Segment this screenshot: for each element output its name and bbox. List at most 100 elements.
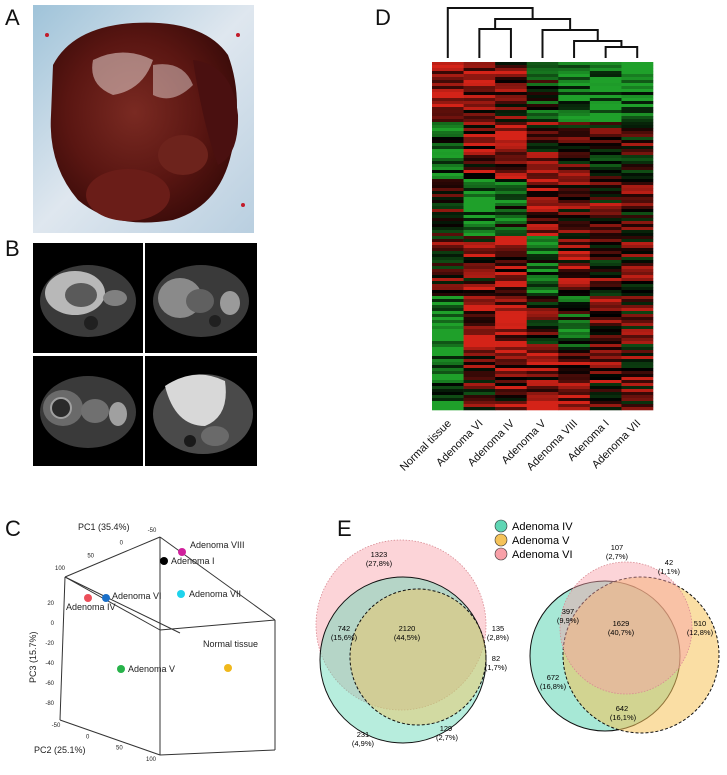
heatmap-cell — [463, 296, 496, 300]
heatmap-cell — [463, 143, 496, 147]
heatmap-cell — [495, 404, 528, 408]
heatmap-cell — [526, 308, 559, 312]
heatmap-cell — [432, 368, 464, 372]
heatmap-cell — [621, 92, 654, 96]
heatmap-cell — [432, 140, 464, 144]
pc2-tick-label: 100 — [146, 757, 157, 763]
heatmap-cell — [432, 149, 464, 153]
heatmap-cell — [495, 323, 528, 327]
heatmap-cell — [495, 365, 528, 369]
heatmap-cell — [589, 272, 622, 276]
heatmap-cell — [621, 65, 654, 69]
heatmap-cell — [432, 296, 464, 300]
heatmap-cell — [463, 299, 496, 303]
heatmap-cell — [621, 341, 654, 345]
heatmap-cell — [432, 242, 464, 246]
heatmap-cell — [526, 146, 559, 150]
heatmap-cell — [495, 332, 528, 336]
heatmap-cell — [589, 296, 622, 300]
heatmap-cell — [526, 191, 559, 195]
heatmap-cell — [558, 338, 591, 342]
heatmap-cell — [495, 206, 528, 210]
heatmap-cell — [495, 326, 528, 330]
heatmap-cell — [463, 257, 496, 261]
heatmap-cell — [495, 167, 528, 171]
heatmap-cell — [495, 194, 528, 198]
heatmap-cell — [621, 248, 654, 252]
heatmap-cell — [463, 104, 496, 108]
heatmap-cell — [621, 266, 654, 270]
heatmap-cell — [621, 284, 654, 288]
heatmap-cell — [589, 320, 622, 324]
heatmap-cell — [432, 146, 464, 150]
heatmap-cell — [495, 317, 528, 321]
heatmap-cell — [463, 242, 496, 246]
heatmap-cell — [621, 167, 654, 171]
heatmap-cell — [589, 371, 622, 375]
heatmap-cell — [621, 116, 654, 120]
heatmap-cell — [495, 407, 528, 411]
heatmap-cell — [495, 185, 528, 189]
heatmap-cell — [463, 287, 496, 291]
heatmap-cell — [621, 137, 654, 141]
heatmap-cell — [558, 71, 591, 75]
heatmap-cell — [621, 263, 654, 267]
heatmap-cell — [432, 128, 464, 132]
heatmap-cell — [558, 86, 591, 90]
heatmap-cell — [526, 194, 559, 198]
heatmap-cell — [463, 80, 496, 84]
heatmap-cell — [463, 101, 496, 105]
heatmap-cell — [432, 185, 464, 189]
heatmap-cell — [621, 77, 654, 81]
heatmap-cell — [432, 389, 464, 393]
mri-slice-2 — [145, 243, 257, 353]
heatmap-cell — [589, 290, 622, 294]
heatmap-cell — [558, 287, 591, 291]
heatmap-cell — [526, 395, 559, 399]
heatmap-cell — [589, 167, 622, 171]
heatmap-cell — [495, 218, 528, 222]
heatmap-cell — [463, 302, 496, 306]
heatmap-cell — [432, 398, 464, 402]
heatmap-cell — [589, 395, 622, 399]
heatmap-cell — [621, 107, 654, 111]
heatmap-cell — [495, 392, 528, 396]
heatmap-cell — [463, 305, 496, 309]
heatmap-cell — [463, 380, 496, 384]
heatmap-cell — [463, 215, 496, 219]
heatmap-cell — [432, 335, 464, 339]
heatmap-cell — [463, 365, 496, 369]
venn-right-n-v-only: 510 — [694, 619, 707, 628]
heatmap-cell — [495, 158, 528, 162]
heatmap-cell — [495, 101, 528, 105]
heatmap-cell — [432, 284, 464, 288]
heatmap-cell — [526, 143, 559, 147]
heatmap-cell — [589, 305, 622, 309]
heatmap-cell — [558, 137, 591, 141]
venn-right-n-iv-vi: 397 — [562, 607, 575, 616]
heatmap-cell — [621, 89, 654, 93]
heatmap-cell — [495, 143, 528, 147]
heatmap-cell — [463, 89, 496, 93]
heatmap-cell — [589, 317, 622, 321]
heatmap-cell — [558, 206, 591, 210]
heatmap-cell — [589, 353, 622, 357]
heatmap-cell — [432, 83, 464, 87]
heatmap-cell — [432, 356, 464, 360]
heatmap-cell — [432, 281, 464, 285]
heatmap-cell — [621, 392, 654, 396]
heatmap-cell — [526, 296, 559, 300]
heatmap-cell — [495, 290, 528, 294]
heatmap-cell — [589, 119, 622, 123]
heatmap-cell — [432, 323, 464, 327]
heatmap-cell — [526, 272, 559, 276]
heatmap-cell — [432, 119, 464, 123]
heatmap-cell — [432, 221, 464, 225]
heatmap-cell — [495, 278, 528, 282]
venn-left-n-iv-vi: 742 — [338, 624, 351, 633]
heatmap-cell — [463, 227, 496, 231]
heatmap-cell — [526, 281, 559, 285]
heatmap-cell — [589, 362, 622, 366]
heatmap-cell — [526, 176, 559, 180]
heatmap-cell — [432, 248, 464, 252]
